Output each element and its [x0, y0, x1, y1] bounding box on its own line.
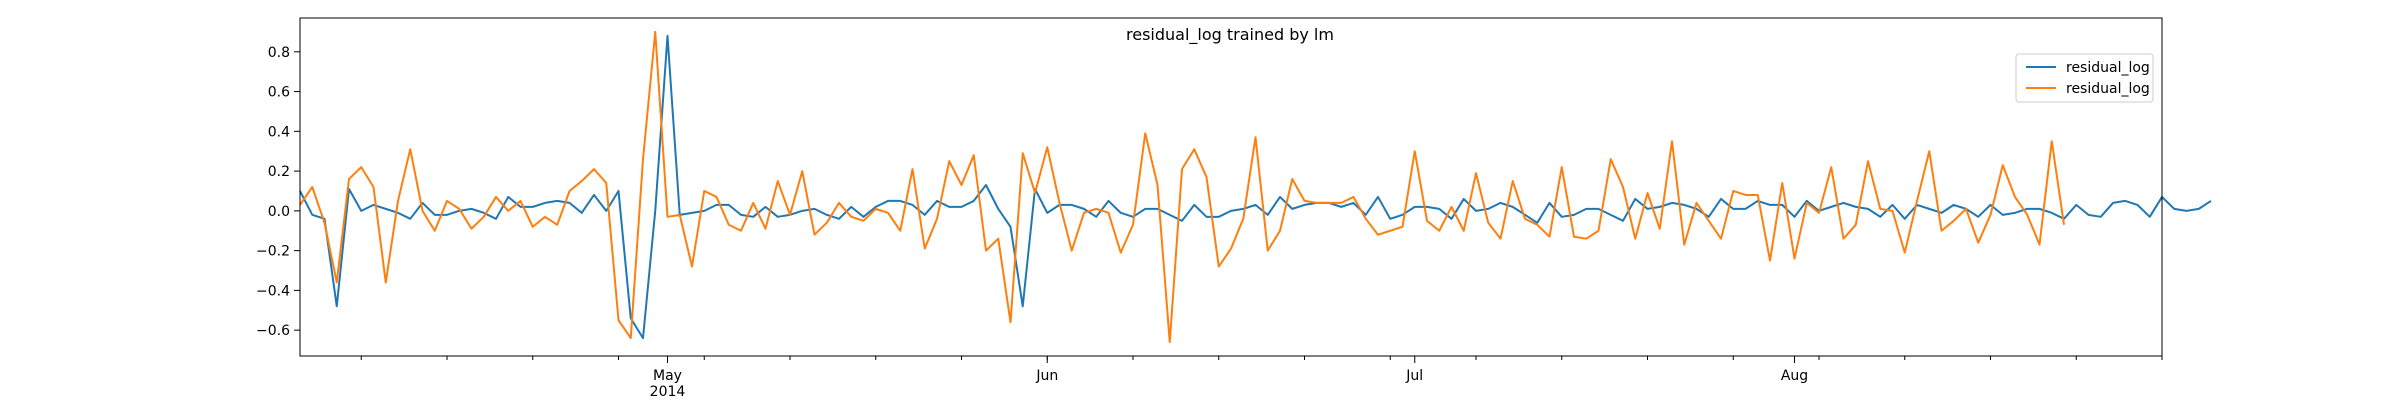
y-tick-label: 0.6	[268, 85, 290, 101]
series-layer	[299, 30, 2212, 344]
series-line-2	[299, 30, 2065, 344]
y-tick-label: −0.2	[256, 244, 290, 260]
y-tick-label: 0.4	[268, 124, 290, 140]
y-axis: −0.6 −0.4 −0.2 0.0 0.2 0.4 0.6 0.8	[256, 45, 300, 339]
y-tick-label: −0.4	[256, 283, 290, 299]
y-tick-label: 0.2	[268, 164, 290, 180]
legend-label-series-2: residual_log	[2066, 81, 2150, 97]
y-tick-label: 0.8	[268, 45, 290, 61]
plot-frame	[299, 17, 2163, 357]
x-tick-sublabel: 2014	[650, 384, 686, 400]
chart-title: residual_log trained by lm	[1126, 25, 1334, 45]
y-tick-label: 0.0	[268, 204, 290, 220]
x-tick-label: May	[653, 368, 682, 384]
x-tick-label: Jul	[1405, 368, 1423, 384]
x-tick-label: Jun	[1035, 368, 1058, 384]
legend-label-series-1: residual_log	[2066, 60, 2150, 76]
x-tick-label: Aug	[1781, 368, 1808, 384]
series-line-1	[299, 34, 2212, 340]
y-tick-label: −0.6	[256, 323, 290, 339]
legend: residual_log residual_log	[2015, 53, 2154, 103]
